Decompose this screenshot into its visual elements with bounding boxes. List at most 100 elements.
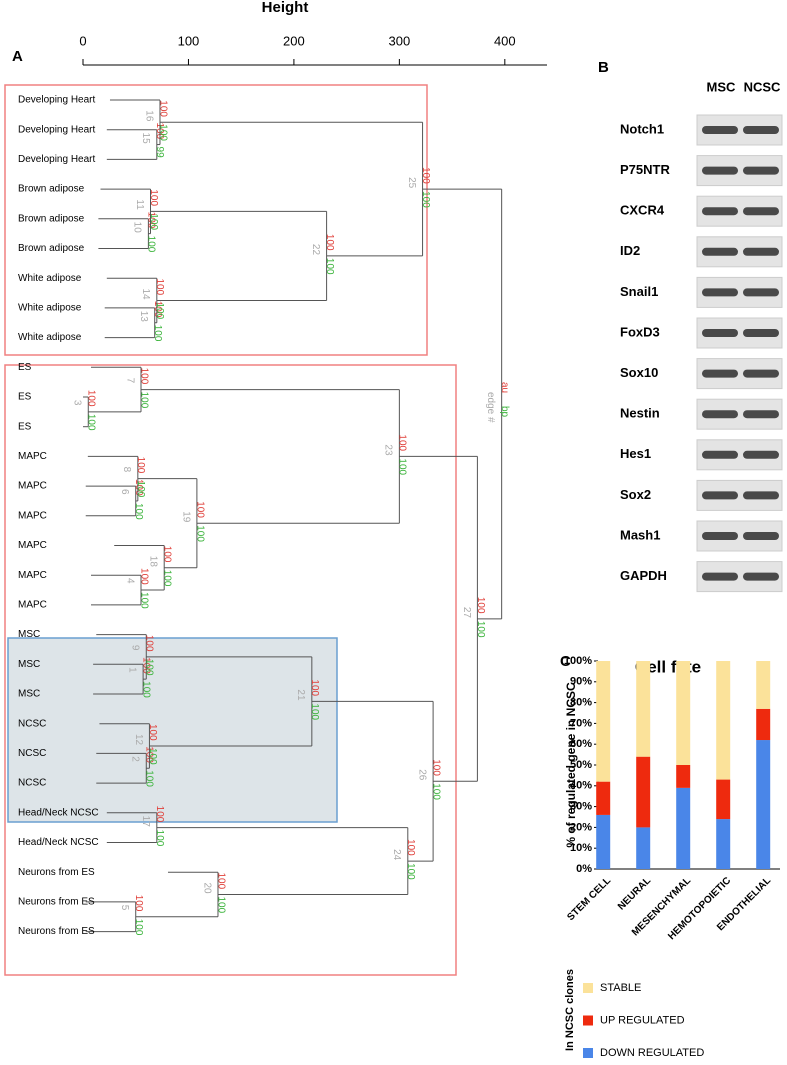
y-tick-label: 90% [570,676,592,688]
y-tick-label: 10% [570,842,592,854]
leaf-label: NCSC [18,778,46,789]
node-label: 100 [133,919,144,936]
bar-segment [756,740,771,869]
node-label: bp [499,406,510,418]
gene-label: Mash1 [620,527,660,542]
node-label: 13 [138,311,149,323]
node-label: 7 [124,378,135,384]
blot-band [743,450,779,459]
x-tick-label: 0 [79,33,86,48]
node-label: 10 [132,222,143,234]
node-label: 16 [143,110,154,122]
leaf-label: Developing Heart [18,154,95,165]
gene-label: ID2 [620,243,640,258]
blot-band [702,369,738,378]
y-tick-label: 80% [570,697,592,709]
node-label: 100 [157,100,168,117]
y-tick-label: 40% [570,780,592,792]
blot-band [743,126,779,134]
leaf-label: Neurons from ES [18,867,95,878]
leaf-label: MAPC [18,540,47,551]
axis-title: Height [262,0,309,16]
y-tick-label: 0% [576,863,592,875]
leaf-label: ES [18,392,32,403]
gene-label: Nestin [620,406,660,421]
node-label: 8 [121,467,132,473]
x-tick-label: 200 [283,33,305,48]
node-label: 100 [215,872,226,889]
node-label: 100 [215,896,226,913]
blot-band [743,166,779,175]
leaf-label: Head/Neck NCSC [18,807,99,818]
gene-label: Sox10 [620,365,658,380]
node-label: 12 [133,734,144,746]
y-tick-label: 60% [570,738,592,750]
gene-label: Snail1 [620,284,658,299]
legend-swatch [583,1015,593,1026]
node-label: 17 [140,816,151,828]
bar-segment [676,661,691,765]
node-label: 24 [391,849,402,861]
node-label: 23 [383,444,394,456]
node-label: 100 [148,213,159,230]
node-label: 4 [124,578,135,584]
blot-band [702,450,738,459]
blot-band [702,532,738,540]
leaf-label: NCSC [18,748,46,759]
node-label: 100 [138,368,149,385]
blot-band [743,532,779,540]
y-tick-label: 70% [570,717,592,729]
blot-band [743,410,779,419]
gene-label: Hes1 [620,446,651,461]
bar-segment [676,765,691,788]
leaf-label: MAPC [18,510,47,521]
node-label: 100 [147,724,158,741]
node-label: 100 [152,325,163,342]
bar-segment [636,827,651,869]
leaf-label: MSC [18,689,40,700]
node-label: 100 [154,302,165,319]
legend-swatch [583,983,593,993]
legend-label: DOWN REGULATED [600,1047,704,1059]
node-label: 100 [152,301,163,318]
node-label: 100 [144,770,155,787]
node-label: 100 [157,124,168,141]
leaf-label: Developing Heart [18,124,95,135]
node-label: 99 [154,147,165,159]
bar-segment [756,661,771,709]
node-label: 100 [86,414,97,431]
gene-label: CXCR4 [620,203,665,218]
node-label: 100 [133,895,144,912]
blot-band [702,126,738,134]
blot-band [743,288,779,297]
y-axis-title: % of regulated gene in NCSC [564,682,578,848]
bar-segment [596,814,611,869]
highlight-box [7,637,338,823]
node-label: 100 [146,236,157,253]
node-label: 18 [148,556,159,568]
node-label: 100 [397,434,408,451]
leaf-label: ES [18,421,32,432]
column-label: MSC [707,79,737,94]
blot-band [743,207,779,216]
legend-label: STABLE [600,982,641,994]
node-label: 100 [154,806,165,823]
blot-band [743,247,779,256]
blot-band [702,329,738,337]
node-label: 100 [146,212,157,229]
node-label: 100 [324,234,335,251]
leaf-label: Neurons from ES [18,897,95,908]
leaf-label: ES [18,362,32,373]
leaf-label: Brown adipose [18,243,85,254]
node-label: 21 [295,689,306,701]
node-label: 100 [430,759,441,776]
node-label: 100 [86,390,97,407]
blot-band [702,491,738,500]
node-label: 100 [162,570,173,587]
node-label: 100 [309,703,320,720]
node-label: 20 [201,882,212,894]
node-label: 1 [126,667,137,673]
gene-label: Notch1 [620,121,664,136]
node-label: 100 [135,481,146,498]
column-label: NCSC [744,79,781,94]
